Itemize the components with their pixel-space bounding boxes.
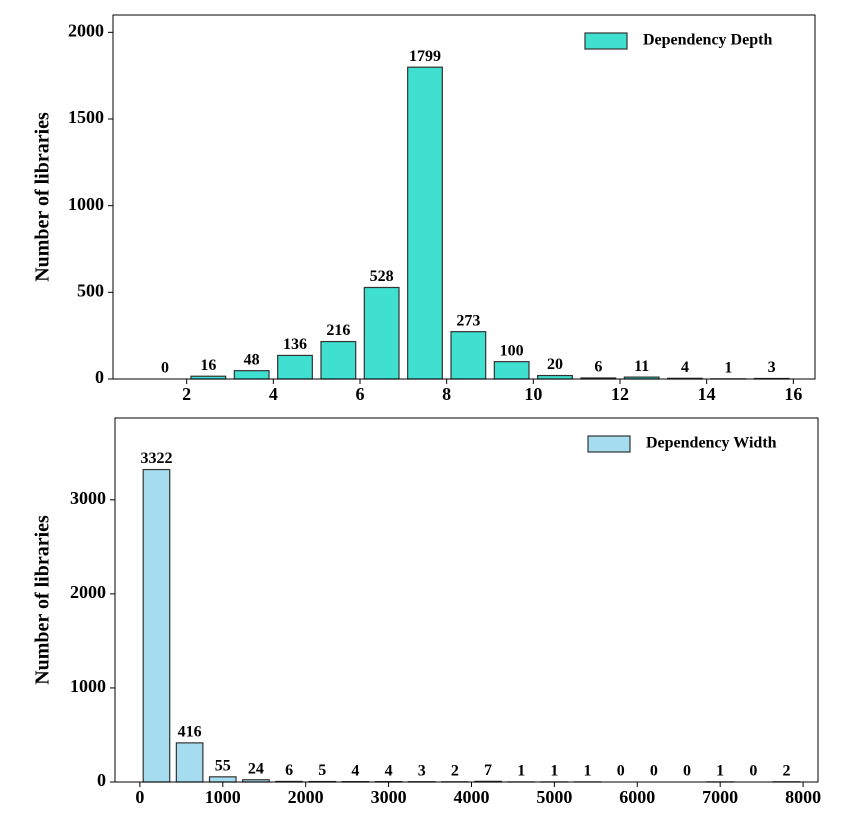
y-tick-label: 500 bbox=[77, 280, 104, 300]
y-tick-label: 1000 bbox=[68, 194, 104, 214]
value-label: 100 bbox=[500, 342, 524, 359]
y-tick-label: 3000 bbox=[70, 488, 106, 508]
value-label: 1 bbox=[724, 359, 732, 376]
value-label: 1 bbox=[584, 763, 592, 780]
value-label: 416 bbox=[178, 724, 202, 741]
value-label: 528 bbox=[370, 268, 394, 285]
bar bbox=[320, 340, 357, 380]
value-label: 1799 bbox=[409, 48, 441, 65]
bar bbox=[208, 776, 237, 783]
y-tick-label: 1000 bbox=[70, 676, 106, 696]
value-label: 1 bbox=[517, 763, 525, 780]
x-tick-label: 6 bbox=[356, 384, 365, 404]
plot-frame bbox=[114, 417, 819, 783]
x-tick-label: 2000 bbox=[288, 787, 324, 807]
legend-swatch bbox=[587, 435, 631, 453]
x-tick-label: 14 bbox=[698, 384, 716, 404]
x-tick-label: 4 bbox=[269, 384, 278, 404]
value-label: 4 bbox=[351, 762, 359, 779]
x-tick-label: 2 bbox=[182, 384, 191, 404]
y-tick-label: 0 bbox=[97, 770, 106, 790]
value-label: 2 bbox=[782, 762, 790, 779]
value-label: 1 bbox=[550, 763, 558, 780]
value-label: 20 bbox=[547, 356, 563, 373]
value-label: 3 bbox=[418, 762, 426, 779]
legend-label: Dependency Depth bbox=[643, 32, 772, 49]
bar bbox=[233, 370, 270, 380]
x-tick-label: 5000 bbox=[536, 787, 572, 807]
value-label: 0 bbox=[617, 763, 625, 780]
bar bbox=[537, 374, 573, 380]
value-label: 273 bbox=[456, 312, 480, 329]
y-tick-label: 2000 bbox=[68, 20, 104, 40]
y-axis-label: Number of libraries bbox=[32, 515, 54, 685]
value-label: 136 bbox=[283, 336, 307, 353]
value-label: 0 bbox=[683, 763, 691, 780]
bar bbox=[277, 354, 313, 380]
value-label: 0 bbox=[161, 360, 169, 377]
value-label: 7 bbox=[484, 762, 492, 779]
value-label: 4 bbox=[385, 762, 393, 779]
value-label: 3322 bbox=[140, 450, 172, 467]
x-tick-label: 0 bbox=[135, 787, 144, 807]
value-label: 6 bbox=[594, 359, 602, 376]
y-axis-label: Number of libraries bbox=[32, 112, 54, 282]
bar bbox=[407, 66, 443, 380]
x-tick-label: 3000 bbox=[371, 787, 407, 807]
value-label: 216 bbox=[326, 322, 350, 339]
x-tick-label: 6000 bbox=[619, 787, 655, 807]
x-tick-label: 1000 bbox=[205, 787, 241, 807]
y-tick-label: 0 bbox=[95, 367, 104, 387]
value-label: 55 bbox=[215, 757, 231, 774]
bar bbox=[450, 331, 487, 380]
y-tick-label: 2000 bbox=[70, 582, 106, 602]
plot-frame bbox=[112, 14, 816, 380]
legend-swatch bbox=[584, 32, 628, 50]
x-tick-label: 8000 bbox=[785, 787, 821, 807]
bar bbox=[493, 361, 530, 380]
value-label: 24 bbox=[248, 760, 264, 777]
value-label: 3 bbox=[768, 359, 776, 376]
value-label: 0 bbox=[650, 763, 658, 780]
value-label: 6 bbox=[285, 762, 293, 779]
x-tick-label: 12 bbox=[611, 384, 629, 404]
value-label: 16 bbox=[200, 357, 216, 374]
bar bbox=[363, 286, 400, 380]
bar bbox=[142, 468, 171, 783]
x-tick-label: 16 bbox=[784, 384, 802, 404]
x-tick-label: 10 bbox=[524, 384, 542, 404]
value-label: 1 bbox=[716, 763, 724, 780]
y-tick-label: 1500 bbox=[68, 107, 104, 127]
bar bbox=[175, 742, 204, 783]
value-label: 4 bbox=[681, 359, 689, 376]
value-label: 0 bbox=[749, 763, 757, 780]
x-tick-label: 7000 bbox=[702, 787, 738, 807]
value-label: 11 bbox=[634, 358, 649, 375]
chart: 0 16 48 136 216 528 1799 273 100 20 6 11 4 1 3 2 4 6 8 10 12… bbox=[32, 14, 816, 404]
value-label: 2 bbox=[451, 762, 459, 779]
value-label: 5 bbox=[318, 762, 326, 779]
legend-label: Dependency Width bbox=[646, 435, 777, 452]
value-label: 48 bbox=[244, 351, 260, 368]
x-tick-label: 4000 bbox=[453, 787, 489, 807]
x-tick-label: 8 bbox=[442, 384, 451, 404]
